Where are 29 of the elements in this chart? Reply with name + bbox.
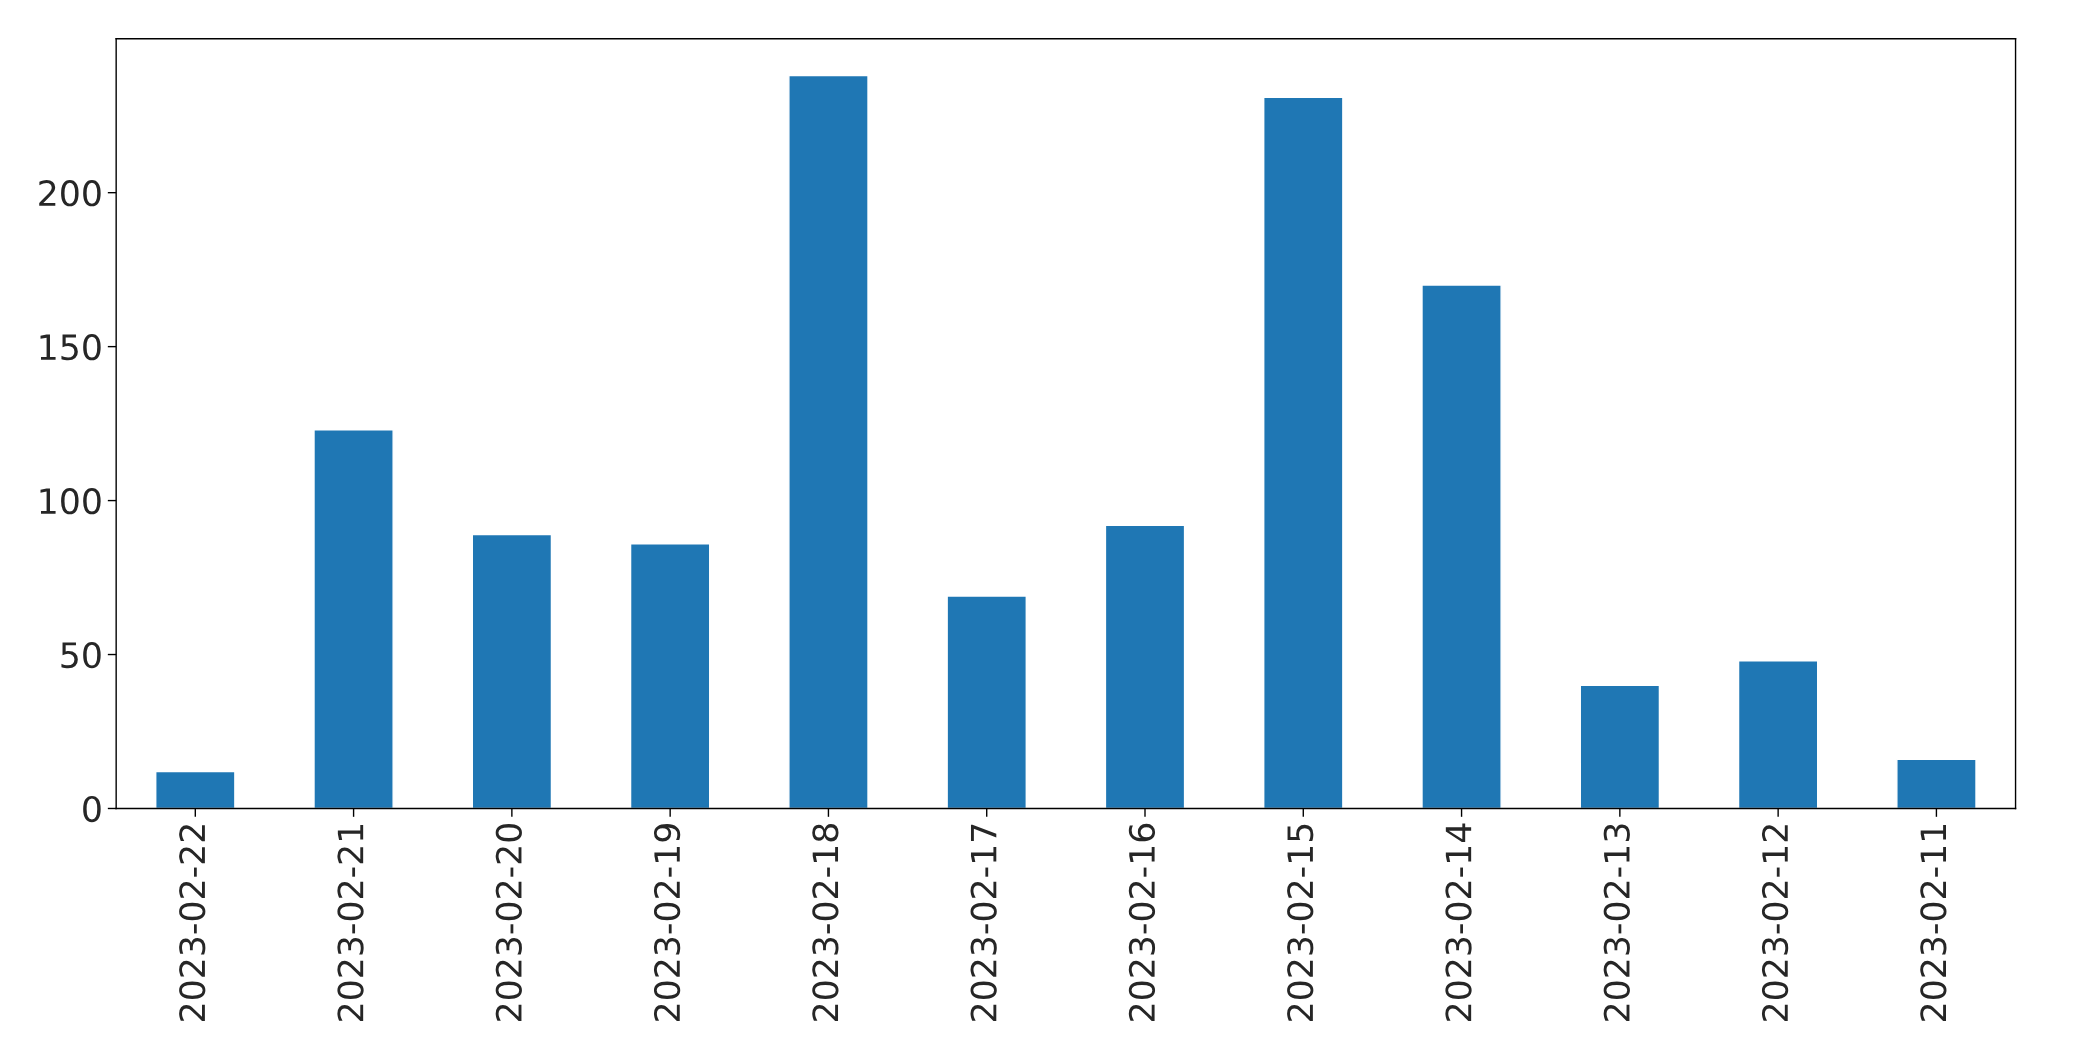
x-tick-label: 2023-02-19 [653, 824, 681, 1021]
bar [155, 770, 236, 809]
bar [313, 429, 394, 809]
x-tick-label: 2023-02-14 [1445, 823, 1472, 1021]
y-tick-label: 100 [40, 488, 101, 515]
bar [629, 542, 711, 809]
bar [471, 533, 553, 809]
y-tick-label: 150 [40, 334, 101, 361]
x-tick-label: 2023-02-22 [179, 825, 206, 1021]
bar [1896, 758, 1977, 809]
bar [946, 595, 1027, 809]
x-tick-label: 2023-02-13 [1603, 824, 1630, 1021]
x-tick-label: 2023-02-21 [337, 824, 364, 1021]
bar [1579, 684, 1661, 809]
x-tick-label: 2023-02-18 [812, 824, 839, 1021]
y-tick-label: 50 [61, 641, 101, 669]
x-tick-label: 2023-02-12 [1761, 825, 1789, 1021]
x-tick-label: 2023-02-15 [1287, 824, 1314, 1021]
x-tick-label: 2023-02-16 [1128, 823, 1156, 1021]
y-tick-label: 0 [83, 795, 101, 823]
bar [1421, 284, 1502, 809]
x-tick-label: 2023-02-20 [495, 823, 522, 1021]
x-tick-label: 2023-02-17 [970, 824, 997, 1021]
x-tick-label: 2023-02-11 [1920, 824, 1947, 1021]
bar [1263, 96, 1344, 809]
bar [1737, 659, 1819, 809]
bar [788, 74, 869, 809]
y-tick-label: 200 [39, 180, 101, 207]
bar [1104, 524, 1186, 809]
